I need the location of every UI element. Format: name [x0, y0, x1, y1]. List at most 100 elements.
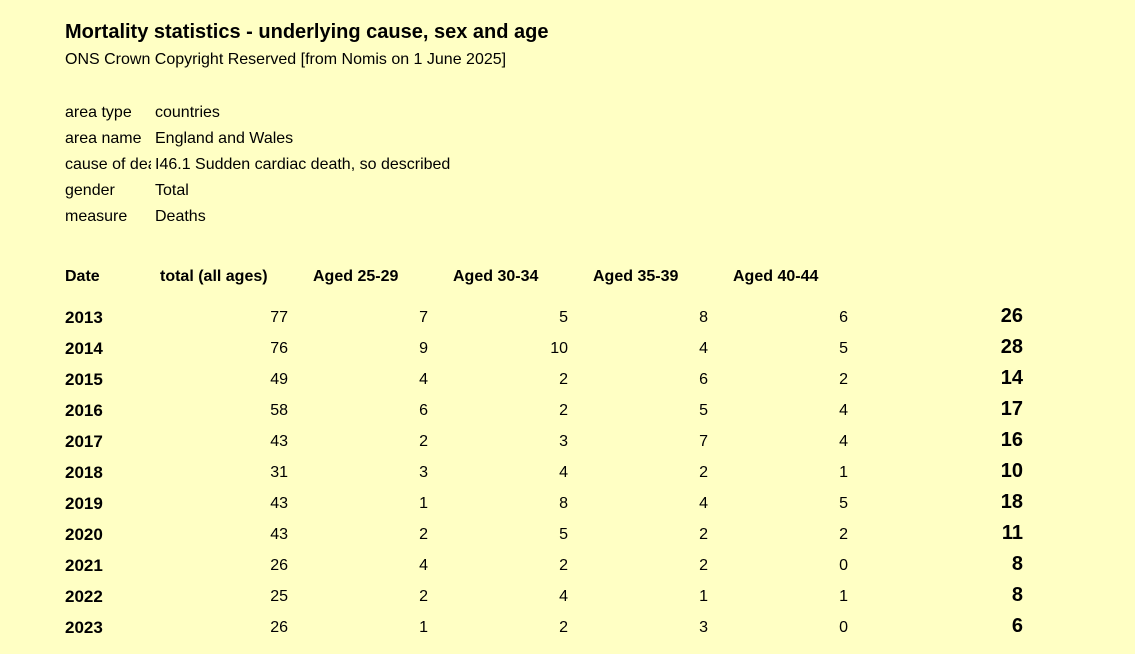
cell-sum: 6	[1011, 615, 1023, 637]
cell-total: 76	[270, 340, 288, 357]
cell-total: 43	[270, 526, 288, 543]
cell-aged-25-29: 2	[419, 526, 428, 543]
cell-aged-35-39: 2	[699, 557, 708, 574]
cell-aged-30-34: 4	[559, 464, 568, 481]
cell-aged-30-34: 3	[559, 433, 568, 450]
cell-aged-40-44: 2	[839, 371, 848, 388]
table-row: 2021 26 4 2 2 0 8	[0, 553, 1135, 580]
cell-aged-30-34: 5	[559, 309, 568, 326]
meta-value: Total	[155, 182, 189, 199]
cell-aged-35-39: 4	[699, 495, 708, 512]
cell-aged-25-29: 2	[419, 588, 428, 605]
page-title: Mortality statistics - underlying cause,…	[65, 21, 549, 43]
cell-total: 26	[270, 619, 288, 636]
cell-aged-30-34: 4	[559, 588, 568, 605]
cell-sum: 11	[1001, 522, 1023, 544]
cell-year: 2017	[65, 432, 103, 451]
cell-year: 2015	[65, 370, 103, 389]
table-row: 2019 43 1 8 4 5 18	[0, 491, 1135, 518]
table-header-total: total (all ages)	[160, 268, 268, 285]
meta-value: countries	[155, 104, 220, 121]
table-row: 2022 25 2 4 1 1 8	[0, 584, 1135, 611]
cell-aged-30-34: 2	[559, 402, 568, 419]
cell-aged-25-29: 1	[419, 619, 428, 636]
cell-aged-40-44: 5	[839, 495, 848, 512]
cell-sum: 18	[1000, 491, 1023, 513]
cell-aged-25-29: 2	[419, 433, 428, 450]
table-row: 2015 49 4 2 6 2 14	[0, 367, 1135, 394]
meta-label: area type	[65, 104, 132, 121]
cell-aged-25-29: 4	[419, 371, 428, 388]
cell-year: 2019	[65, 494, 103, 513]
cell-aged-30-34: 2	[559, 557, 568, 574]
cell-sum: 28	[1000, 336, 1023, 358]
cell-total: 26	[270, 557, 288, 574]
cell-year: 2018	[65, 463, 103, 482]
table-row: 2020 43 2 5 2 2 11	[0, 522, 1135, 549]
cell-aged-40-44: 5	[839, 340, 848, 357]
cell-aged-25-29: 6	[419, 402, 428, 419]
table-header-date: Date	[65, 268, 100, 285]
table-row: 2017 43 2 3 7 4 16	[0, 429, 1135, 456]
cell-year: 2023	[65, 618, 103, 637]
cell-aged-40-44: 4	[839, 402, 848, 419]
cell-sum: 8	[1011, 553, 1023, 575]
cell-aged-35-39: 6	[699, 371, 708, 388]
table-row: 2023 26 1 2 3 0 6	[0, 615, 1135, 642]
cell-aged-40-44: 0	[839, 557, 848, 574]
cell-aged-40-44: 1	[839, 588, 848, 605]
cell-total: 77	[270, 309, 288, 326]
table-row: 2016 58 6 2 5 4 17	[0, 398, 1135, 425]
cell-aged-40-44: 4	[839, 433, 848, 450]
meta-label: measure	[65, 208, 128, 225]
cell-aged-40-44: 0	[839, 619, 848, 636]
cell-sum: 14	[1000, 367, 1023, 389]
cell-year: 2016	[65, 401, 103, 420]
cell-aged-35-39: 3	[699, 619, 708, 636]
meta-value: I46.1 Sudden cardiac death, so described	[155, 156, 451, 173]
cell-year: 2020	[65, 525, 103, 544]
cell-sum: 10	[1000, 460, 1023, 482]
cell-total: 31	[270, 464, 288, 481]
cell-total: 49	[270, 371, 288, 388]
cell-aged-35-39: 8	[699, 309, 708, 326]
cell-aged-35-39: 4	[699, 340, 708, 357]
cell-aged-40-44: 6	[839, 309, 848, 326]
cell-sum: 16	[1000, 429, 1023, 451]
cell-year: 2022	[65, 587, 103, 606]
cell-aged-35-39: 1	[699, 588, 708, 605]
cell-aged-30-34: 2	[559, 371, 568, 388]
meta-label: gender	[65, 182, 115, 199]
table-row: 2014 76 9 10 4 5 28	[0, 336, 1135, 363]
cell-aged-25-29: 4	[419, 557, 428, 574]
cell-sum: 8	[1011, 584, 1023, 606]
meta-label: area name	[65, 130, 142, 147]
cell-aged-35-39: 7	[699, 433, 708, 450]
cell-aged-35-39: 5	[699, 402, 708, 419]
cell-sum: 26	[1000, 305, 1023, 327]
table-row: 2018 31 3 4 2 1 10	[0, 460, 1135, 487]
meta-value: England and Wales	[155, 130, 294, 147]
table-header-aged-25-29: Aged 25-29	[313, 268, 399, 285]
cell-aged-30-34: 2	[559, 619, 568, 636]
cell-year: 2013	[65, 308, 103, 327]
meta-label: cause of death	[65, 156, 151, 173]
cell-aged-35-39: 2	[699, 526, 708, 543]
cell-aged-25-29: 3	[419, 464, 428, 481]
table-header-aged-30-34: Aged 30-34	[453, 268, 539, 285]
meta-value: Deaths	[155, 208, 206, 225]
cell-total: 58	[270, 402, 288, 419]
cell-aged-30-34: 5	[559, 526, 568, 543]
cell-sum: 17	[1000, 398, 1023, 420]
cell-aged-30-34: 10	[550, 340, 568, 357]
cell-total: 43	[270, 433, 288, 450]
cell-aged-25-29: 9	[419, 340, 428, 357]
cell-aged-30-34: 8	[559, 495, 568, 512]
page-subtitle: ONS Crown Copyright Reserved [from Nomis…	[65, 51, 507, 68]
table-header-aged-35-39: Aged 35-39	[593, 268, 679, 285]
cell-year: 2021	[65, 556, 103, 575]
cell-total: 43	[270, 495, 288, 512]
cell-aged-40-44: 1	[839, 464, 848, 481]
cell-aged-25-29: 1	[419, 495, 428, 512]
cell-aged-25-29: 7	[419, 309, 428, 326]
